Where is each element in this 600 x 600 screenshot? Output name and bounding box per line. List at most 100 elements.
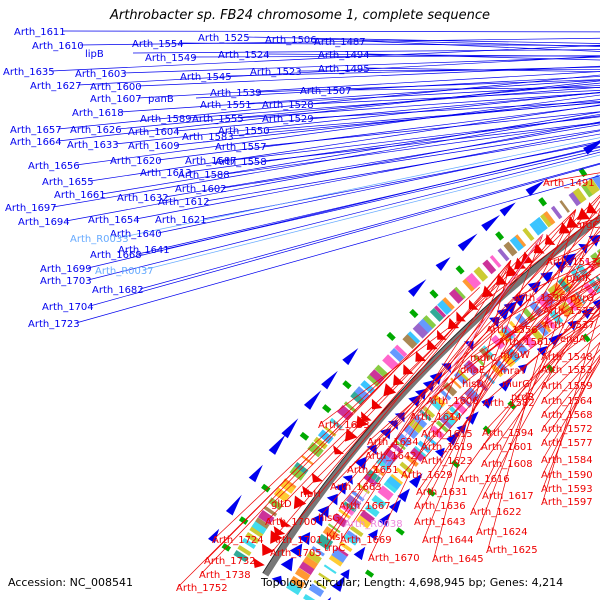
forward-gene-label: Arth_1697 xyxy=(5,203,57,214)
forward-strand-gene xyxy=(409,473,423,488)
forward-strand-gene xyxy=(435,256,451,272)
functional-class-band xyxy=(466,360,479,373)
functional-class-band xyxy=(343,501,357,513)
functional-class-band xyxy=(465,272,482,289)
functional-class-band xyxy=(396,432,412,448)
label-connector xyxy=(477,209,600,532)
functional-class-band xyxy=(438,388,452,401)
forward-gene-label: Arth_1699 xyxy=(40,264,92,275)
reverse-gene-label: Arth_1625 xyxy=(486,545,538,556)
reverse-strand-gene xyxy=(403,364,414,375)
forward-gene-label: Arth_1549 xyxy=(145,53,197,64)
label-connector xyxy=(422,263,600,434)
reverse-gene-label: Arth_1553 xyxy=(541,365,593,376)
label-connector xyxy=(52,113,600,208)
reverse-gene-label: Arth_1548 xyxy=(541,352,593,363)
reverse-gene-label: Arth_1582 xyxy=(483,398,535,409)
label-connector xyxy=(137,146,600,255)
forward-gene-label: Arth_1626 xyxy=(70,125,122,136)
forward-strand-gene xyxy=(378,512,391,527)
reverse-gene-label: nrdR xyxy=(511,392,535,403)
reverse-gene-label: Arth_1491 xyxy=(543,178,595,189)
functional-class-band xyxy=(375,457,391,471)
functional-class-band xyxy=(289,466,306,481)
label-connector xyxy=(423,234,544,540)
label-connector xyxy=(257,79,600,93)
reverse-gene-label: Arth_1614 xyxy=(410,412,462,423)
forward-strand-gene xyxy=(280,557,294,572)
reverse-gene-label: hisD xyxy=(462,379,484,390)
forward-gene-label: Arth_1641 xyxy=(118,245,170,256)
reverse-gene-label: ribH xyxy=(300,489,321,500)
label-connector xyxy=(319,209,577,518)
label-connector xyxy=(50,44,600,72)
rna-gene-label: Arth_R0033 xyxy=(70,234,129,245)
genome-stats-text: Topology: circular; Length: 4,698,945 bp… xyxy=(261,576,564,589)
forward-gene-label: Arth_1723 xyxy=(28,319,80,330)
functional-class-band xyxy=(233,550,249,563)
forward-strand-gene xyxy=(496,308,510,321)
functional-class-band xyxy=(354,386,370,401)
reverse-gene-label: Arth_1593 xyxy=(541,484,593,495)
functional-class-band xyxy=(343,533,358,546)
reverse-gene-label: Arth_1701 xyxy=(271,535,323,546)
forward-gene-label: Arth_1632 xyxy=(117,193,169,204)
marker-dash xyxy=(538,197,548,207)
label-connector xyxy=(202,142,600,220)
label-connector xyxy=(271,260,512,553)
functional-class-band xyxy=(308,583,325,597)
functional-class-band xyxy=(429,307,444,322)
functional-class-band xyxy=(412,322,429,339)
functional-class-band xyxy=(522,227,535,242)
reverse-strand-gene xyxy=(393,374,405,386)
forward-strand-gene xyxy=(289,543,303,558)
functional-class-band xyxy=(405,454,419,468)
label-connector xyxy=(65,121,600,222)
label-connector xyxy=(411,256,600,417)
functional-class-band xyxy=(581,181,595,198)
forward-strand-gene xyxy=(388,499,402,513)
forward-gene-label: Arth_1602 xyxy=(175,184,227,195)
label-connector xyxy=(327,234,544,537)
functional-class-band xyxy=(448,287,465,304)
label-connector xyxy=(471,273,600,358)
functional-class-band xyxy=(328,553,345,567)
forward-strand-gene xyxy=(397,488,411,503)
functional-class-band xyxy=(497,248,510,262)
functional-class-band xyxy=(331,548,348,563)
label-connector xyxy=(61,30,600,33)
functional-class-band xyxy=(323,425,337,437)
functional-class-band xyxy=(371,464,385,477)
reverse-strand-gene xyxy=(333,445,345,455)
label-connector xyxy=(177,373,392,588)
marker-dash xyxy=(299,431,310,441)
forward-strand-gene xyxy=(327,596,332,600)
functional-class-band xyxy=(419,409,432,422)
forward-gene-label: Arth_1656 xyxy=(28,161,80,172)
functional-class-band xyxy=(350,390,366,406)
reverse-gene-label: hisG xyxy=(318,513,340,524)
functional-class-band xyxy=(390,473,404,485)
label-connector xyxy=(340,196,600,506)
label-connector xyxy=(262,111,600,147)
reverse-gene-label: Arth_1594 xyxy=(482,428,534,439)
functional-class-band xyxy=(338,541,353,553)
functional-class-band xyxy=(245,531,260,544)
forward-gene-label: Arth_1545 xyxy=(180,72,232,83)
functional-class-band xyxy=(437,299,453,315)
forward-strand-gene xyxy=(326,493,338,506)
label-connector-lines xyxy=(50,30,600,588)
functional-class-band xyxy=(412,414,428,429)
functional-class-band xyxy=(442,410,458,427)
functional-class-band xyxy=(482,259,497,275)
label-connector xyxy=(422,253,600,461)
label-connector xyxy=(415,209,577,522)
reverse-strand-gene xyxy=(252,557,265,569)
forward-gene-label: Arth_1487 xyxy=(314,37,366,48)
forward-strand-gene xyxy=(456,424,467,435)
label-connector xyxy=(309,100,600,119)
forward-gene-label: Arth_1528 xyxy=(262,100,314,111)
forward-gene-label: Arth_1583 xyxy=(182,132,234,143)
functional-class-band xyxy=(422,315,437,329)
functional-class-band xyxy=(313,579,327,590)
